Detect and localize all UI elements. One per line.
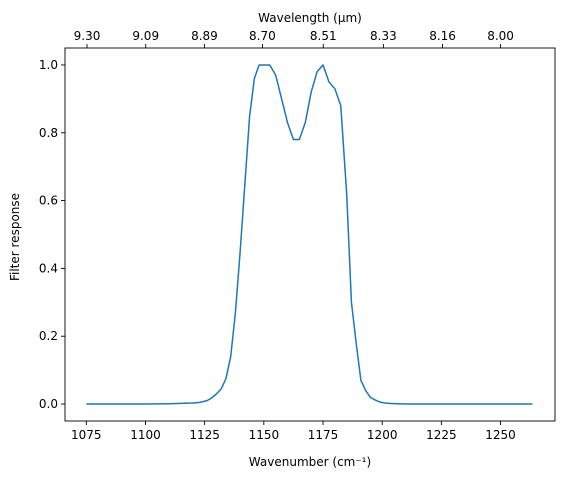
top-tick-label: 8.70 bbox=[249, 29, 276, 43]
x-tick-label: 1150 bbox=[249, 428, 280, 442]
top-tick-label: 8.00 bbox=[487, 29, 514, 43]
plot-frame bbox=[64, 47, 556, 422]
y-tick-label: 0.8 bbox=[39, 126, 58, 140]
y-tick-label: 0.2 bbox=[39, 329, 58, 343]
y-tick-label: 0.4 bbox=[39, 261, 58, 275]
top-tick-label: 8.33 bbox=[370, 29, 397, 43]
x-tick-label: 1250 bbox=[485, 428, 516, 442]
plot-area bbox=[86, 64, 533, 405]
top-tick-label: 8.89 bbox=[191, 29, 218, 43]
y-axis-label: Filter response bbox=[8, 193, 22, 281]
y-tick-label: 1.0 bbox=[39, 58, 58, 72]
x-tick-label: 1200 bbox=[367, 428, 398, 442]
axes: 1075 1100 1125 1150 1175 1200 1225 1250 0.0 0.2 0.… bbox=[39, 29, 556, 442]
top-tick-label: 8.51 bbox=[310, 29, 337, 43]
x-tick-label: 1100 bbox=[130, 428, 161, 442]
x-tick-label: 1125 bbox=[189, 428, 220, 442]
top-tick-label: 9.30 bbox=[74, 29, 101, 43]
y-tick-label: 0.6 bbox=[39, 194, 58, 208]
x-tick-label: 1225 bbox=[426, 428, 457, 442]
x-axis-label: Wavenumber (cm⁻¹) bbox=[249, 455, 371, 469]
top-tick-label: 8.16 bbox=[429, 29, 456, 43]
x-tick-label: 1075 bbox=[71, 428, 102, 442]
y-tick-label: 0.0 bbox=[39, 397, 58, 411]
x-tick-label: 1175 bbox=[308, 428, 339, 442]
top-tick-label: 9.09 bbox=[132, 29, 159, 43]
top-x-axis-label: Wavelength (μm) bbox=[258, 11, 362, 25]
series-line-0 bbox=[86, 64, 533, 405]
